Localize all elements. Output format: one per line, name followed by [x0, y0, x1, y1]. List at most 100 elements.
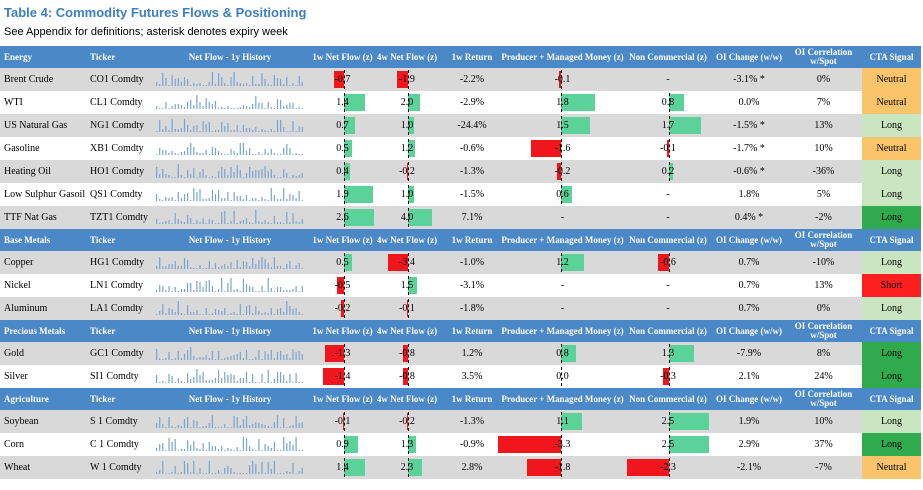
flow-1w-value: -1.3	[334, 348, 351, 359]
cta-signal-badge: Neutral	[862, 68, 921, 91]
non-commercial-cell: -	[627, 274, 709, 297]
producer-mm-cell: 1.1	[498, 410, 627, 433]
flow-4w-value: 2.0	[400, 97, 414, 108]
oi-change: -1.5% *	[733, 120, 765, 131]
section-name: Base Metals	[4, 234, 51, 245]
history-cell	[150, 251, 310, 274]
flow-4w-bar	[403, 345, 408, 362]
flow-4w-value: -0.8	[399, 371, 415, 382]
flow-4w-bar	[408, 186, 414, 203]
oi-change: 1.9%	[738, 416, 760, 427]
non-commercial-value: -	[666, 189, 670, 200]
non-commercial-axis	[669, 253, 670, 272]
producer-mm-bar	[561, 254, 584, 271]
flow-4w-axis	[408, 253, 409, 272]
flow-1w-value: 1.4	[336, 462, 349, 473]
flow-4w-bar	[396, 71, 408, 88]
producer-mm-axis	[561, 93, 562, 112]
return-1w: -3.1%	[459, 280, 485, 291]
flow-4w-value: -0.2	[399, 416, 415, 427]
non-commercial-cell: 2.5	[627, 410, 709, 433]
ticker: XB1 Comdty	[90, 143, 144, 154]
table-row: Aluminum LA1 Comdty -0.2 -0.1 -1.8% - - 0.7% 0% L…	[0, 297, 921, 320]
producer-mm-value: -1.6	[554, 143, 571, 154]
producer-mm-cell: 1.2	[498, 251, 627, 274]
producer-mm-value: -1.8	[554, 462, 571, 473]
commodity-name: Nickel	[4, 280, 31, 291]
non-commercial-value: -0.1	[660, 143, 676, 154]
flow-4w-cell: 2.3	[375, 456, 439, 479]
flow-1w-bar	[336, 277, 344, 294]
flow-1w-axis	[344, 70, 345, 89]
flow-1w-cell: -0.2	[311, 297, 374, 320]
producer-mm-cell: 1.5	[498, 114, 627, 137]
commodity-name: Corn	[4, 439, 24, 450]
flow-1w-axis	[344, 93, 345, 112]
table-row: Heating Oil HO1 Comdty 0.4 -0.2 -1.3% -0.2 0.2…	[0, 160, 921, 183]
producer-mm-axis	[561, 185, 562, 204]
table-row: Gasoline XB1 Comdty 0.5 1.2 -0.6% -1.6 -0.1 -1.…	[0, 137, 921, 160]
commodity-name: Low Sulphur Gasoil	[4, 189, 86, 200]
flow-4w-value: 1.2	[400, 143, 414, 154]
producer-mm-value: -	[560, 280, 565, 291]
flow-1w-cell: -0.1	[311, 410, 374, 433]
non-commercial-cell: -	[627, 68, 709, 91]
history-cell	[150, 91, 310, 114]
table-row: Corn C 1 Comdty 0.9 1.3 -0.9% -3.3 2.5 2.9% 37% L…	[0, 433, 921, 456]
column-header-flow4w: 4w Net Flow (z)	[376, 51, 438, 62]
producer-mm-axis	[561, 70, 562, 89]
commodity-name: Silver	[4, 371, 28, 382]
oi-correlation: 13%	[814, 120, 833, 131]
non-commercial-bar	[669, 163, 673, 180]
return-1w: -1.3%	[459, 166, 485, 177]
table-row: Brent Crude CO1 Comdty -0.7 -1.9 -2.2% -0.1 - -…	[0, 68, 921, 91]
net-flow-sparkline	[156, 143, 303, 155]
producer-mm-bar	[561, 186, 573, 203]
flow-1w-value: -0.1	[334, 416, 351, 427]
flow-1w-value: 1.9	[336, 189, 349, 200]
producer-mm-bar	[498, 436, 561, 453]
net-flow-sparkline	[156, 95, 303, 109]
flow-4w-cell: 1.2	[375, 137, 439, 160]
producer-mm-axis	[561, 253, 562, 272]
section-header: Base Metals Ticker Net Flow - 1y History 1w…	[0, 229, 921, 251]
flow-4w-cell: 1.5	[375, 274, 439, 297]
non-commercial-cell: -	[627, 206, 709, 229]
column-header-history: Net Flow - 1y History	[188, 393, 272, 404]
flow-4w-cell: -0.2	[375, 410, 439, 433]
section-name: Energy	[4, 51, 32, 62]
commodity-name: Gold	[4, 348, 24, 359]
producer-mm-cell: -1.6	[498, 137, 627, 160]
history-cell	[150, 274, 310, 297]
flow-1w-cell: 1.4	[311, 91, 374, 114]
table-subtitle: See Appendix for definitions; asterisk d…	[4, 26, 288, 38]
column-header-oi: OI Change (w/w)	[715, 234, 782, 245]
flow-1w-value: 2.6	[336, 212, 349, 223]
flow-1w-value: -0.7	[334, 74, 351, 85]
flow-1w-cell: 1.9	[311, 183, 374, 206]
flow-1w-bar	[323, 368, 344, 385]
ticker: GC1 Comdty	[90, 348, 144, 359]
flow-1w-axis	[344, 367, 345, 386]
flow-1w-value: -0.2	[334, 303, 351, 314]
column-header-oi: OI Change (w/w)	[715, 325, 782, 336]
return-1w: -1.3%	[459, 416, 485, 427]
return-1w: -0.6%	[459, 143, 485, 154]
net-flow-sparkline	[156, 164, 303, 178]
producer-mm-value: 1.5	[556, 120, 569, 131]
flow-1w-axis	[344, 162, 345, 181]
oi-change: -7.9%	[736, 348, 762, 359]
column-header-ret1w: 1w Return	[451, 325, 493, 336]
history-cell	[150, 160, 310, 183]
flow-1w-bar	[344, 436, 358, 453]
producer-mm-cell: 0.6	[498, 183, 627, 206]
flow-1w-axis	[344, 208, 345, 227]
non-commercial-bar	[667, 140, 669, 157]
cta-signal-badge: Long	[862, 206, 921, 229]
flow-1w-axis	[344, 116, 345, 135]
return-1w: -1.0%	[459, 257, 485, 268]
ticker: W 1 Comdty	[90, 462, 142, 473]
producer-mm-bar	[530, 140, 561, 157]
column-header-noncom: Non Commercial (z)	[629, 393, 707, 404]
column-header-history: Net Flow - 1y History	[188, 325, 272, 336]
